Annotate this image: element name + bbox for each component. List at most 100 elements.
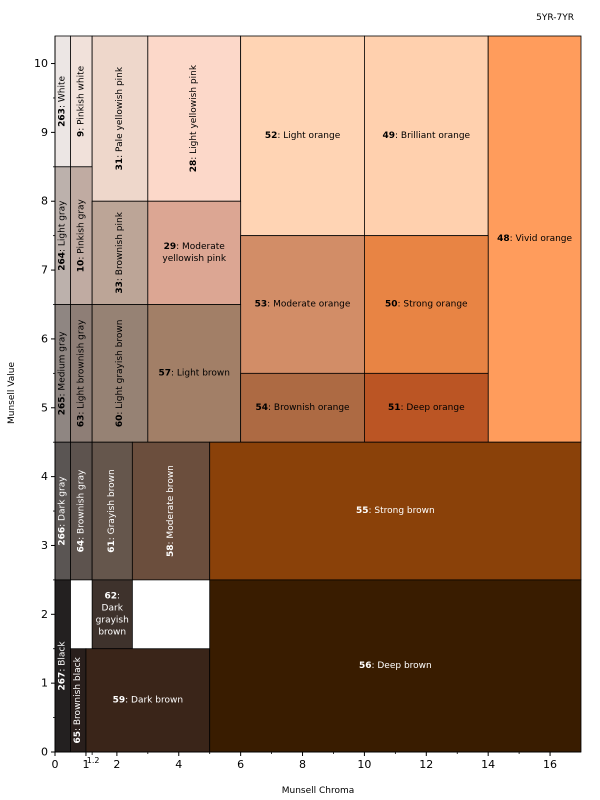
region-cell bbox=[487, 35, 582, 443]
region-53: 53: Moderate orange bbox=[240, 235, 365, 374]
region-264: 264: Light gray bbox=[54, 166, 71, 305]
x-axis-label: Munsell Chroma bbox=[281, 786, 355, 796]
region-56: 56: Deep brown bbox=[209, 579, 582, 753]
chart-title: 5YR-7YR bbox=[536, 13, 574, 23]
region-63: 63: Light brownish gray bbox=[70, 304, 93, 443]
region-cell bbox=[240, 35, 365, 237]
region-label: 266: Dark gray bbox=[58, 476, 68, 546]
y-tick-label: 2 bbox=[41, 608, 48, 621]
region-57: 57: Light brown bbox=[147, 304, 242, 443]
x-tick-label: 10 bbox=[357, 758, 371, 771]
region-label: 10: Pinkish gray bbox=[76, 198, 86, 272]
region-51: 51: Deep orange bbox=[364, 372, 489, 443]
region-label: 33: Brownish pink bbox=[115, 211, 125, 293]
y-tick-label: 10 bbox=[34, 57, 48, 70]
region-label: 50: Strong orange bbox=[385, 300, 468, 310]
region-59: 59: Dark brown bbox=[85, 648, 211, 753]
region-label: 53: Moderate orange bbox=[255, 300, 351, 310]
region-65: 65: Brownish black bbox=[70, 648, 87, 753]
region-label: 61: Grayish brown bbox=[107, 469, 117, 552]
x-tick-label: 14 bbox=[481, 758, 495, 771]
region-55: 55: Strong brown bbox=[209, 441, 582, 581]
region-label: 63: Light brownish gray bbox=[76, 319, 86, 427]
region-cell bbox=[240, 372, 365, 443]
region-label: 62: Dark grayish brown bbox=[96, 591, 129, 637]
region-267: 267: Black bbox=[54, 579, 71, 753]
region-58: 58: Moderate brown bbox=[131, 441, 211, 581]
y-tick-label: 6 bbox=[41, 332, 48, 345]
region-29: 29: Moderate yellowish pink bbox=[147, 200, 242, 305]
y-tick-label: 7 bbox=[41, 264, 48, 277]
region-label: 55: Strong brown bbox=[356, 506, 435, 516]
region-label: 65: Brownish black bbox=[73, 656, 83, 743]
region-64: 64: Brownish gray bbox=[70, 441, 93, 581]
region-label: 59: Dark brown bbox=[113, 695, 183, 705]
region-cell bbox=[91, 579, 133, 650]
region-label: 48: Vivid orange bbox=[497, 234, 572, 244]
region-49: 49: Brilliant orange bbox=[364, 35, 489, 237]
region-label: 267: Black bbox=[58, 641, 68, 691]
region-33: 33: Brownish pink bbox=[91, 200, 149, 305]
region-label: 9: Pinkish white bbox=[76, 65, 86, 137]
region-cell bbox=[209, 441, 582, 581]
region-cell bbox=[131, 441, 211, 581]
region-label: 56: Deep brown bbox=[359, 661, 432, 671]
region-cell bbox=[240, 235, 365, 374]
region-cell bbox=[147, 35, 242, 202]
y-tick-label: 8 bbox=[41, 195, 48, 208]
region-52: 52: Light orange bbox=[240, 35, 365, 237]
region-label: 58: Moderate brown bbox=[166, 465, 176, 557]
region-60: 60: Light grayish brown bbox=[91, 304, 149, 443]
region-cell bbox=[91, 304, 149, 443]
region-265: 265: Medium gray bbox=[54, 304, 71, 443]
x-tick-label: 2 bbox=[113, 758, 120, 771]
region-label: 264: Light gray bbox=[58, 200, 68, 271]
region-cell bbox=[209, 579, 582, 753]
region-10: 10: Pinkish gray bbox=[70, 166, 93, 305]
region-9: 9: Pinkish white bbox=[70, 35, 93, 168]
region-label: 52: Light orange bbox=[265, 131, 341, 141]
x-tick-label: 12 bbox=[419, 758, 433, 771]
y-tick-label: 0 bbox=[41, 746, 48, 759]
region-label: 29: Moderate yellowish pink bbox=[162, 242, 226, 264]
region-50: 50: Strong orange bbox=[364, 235, 489, 374]
region-label: 54: Brownish orange bbox=[255, 403, 350, 413]
y-tick-label: 1 bbox=[41, 677, 48, 690]
region-label: 51: Deep orange bbox=[388, 403, 465, 413]
region-cell bbox=[364, 372, 489, 443]
region-label: 31: Pale yellowish pink bbox=[115, 66, 125, 170]
x-tick-label: 6 bbox=[237, 758, 244, 771]
region-cell bbox=[147, 304, 242, 443]
region-label: 60: Light grayish brown bbox=[115, 320, 125, 428]
region-28: 28: Light yellowish pink bbox=[147, 35, 242, 202]
region-48: 48: Vivid orange bbox=[487, 35, 582, 443]
region-label: 265: Medium gray bbox=[58, 331, 68, 415]
y-tick-label: 4 bbox=[41, 470, 48, 483]
region-cell bbox=[91, 200, 149, 305]
region-61: 61: Grayish brown bbox=[91, 441, 133, 581]
y-tick-label: 3 bbox=[41, 539, 48, 552]
region-cell bbox=[364, 235, 489, 374]
region-label: 263: White bbox=[58, 76, 68, 127]
region-cell bbox=[85, 648, 211, 753]
x-tick-label: 1 bbox=[82, 758, 89, 771]
y-tick-label: 5 bbox=[41, 401, 48, 414]
region-label: 49: Brilliant orange bbox=[382, 131, 470, 141]
x-extra-tick-label: 1.2 bbox=[87, 756, 100, 765]
region-label: 64: Brownish gray bbox=[76, 469, 86, 552]
region-cell bbox=[91, 441, 133, 581]
y-axis-label: Munsell Value bbox=[7, 362, 17, 424]
x-tick-label: 4 bbox=[175, 758, 182, 771]
region-266: 266: Dark gray bbox=[54, 441, 71, 581]
region-263: 263: White bbox=[54, 35, 71, 168]
x-tick-label: 8 bbox=[299, 758, 306, 771]
region-54: 54: Brownish orange bbox=[240, 372, 365, 443]
x-tick-label: 0 bbox=[52, 758, 59, 771]
region-31: 31: Pale yellowish pink bbox=[91, 35, 149, 202]
region-cell bbox=[91, 35, 149, 202]
region-cell bbox=[147, 200, 242, 305]
y-tick-label: 9 bbox=[41, 126, 48, 139]
x-tick-label: 16 bbox=[543, 758, 557, 771]
region-label: 28: Light yellowish pink bbox=[189, 64, 199, 172]
